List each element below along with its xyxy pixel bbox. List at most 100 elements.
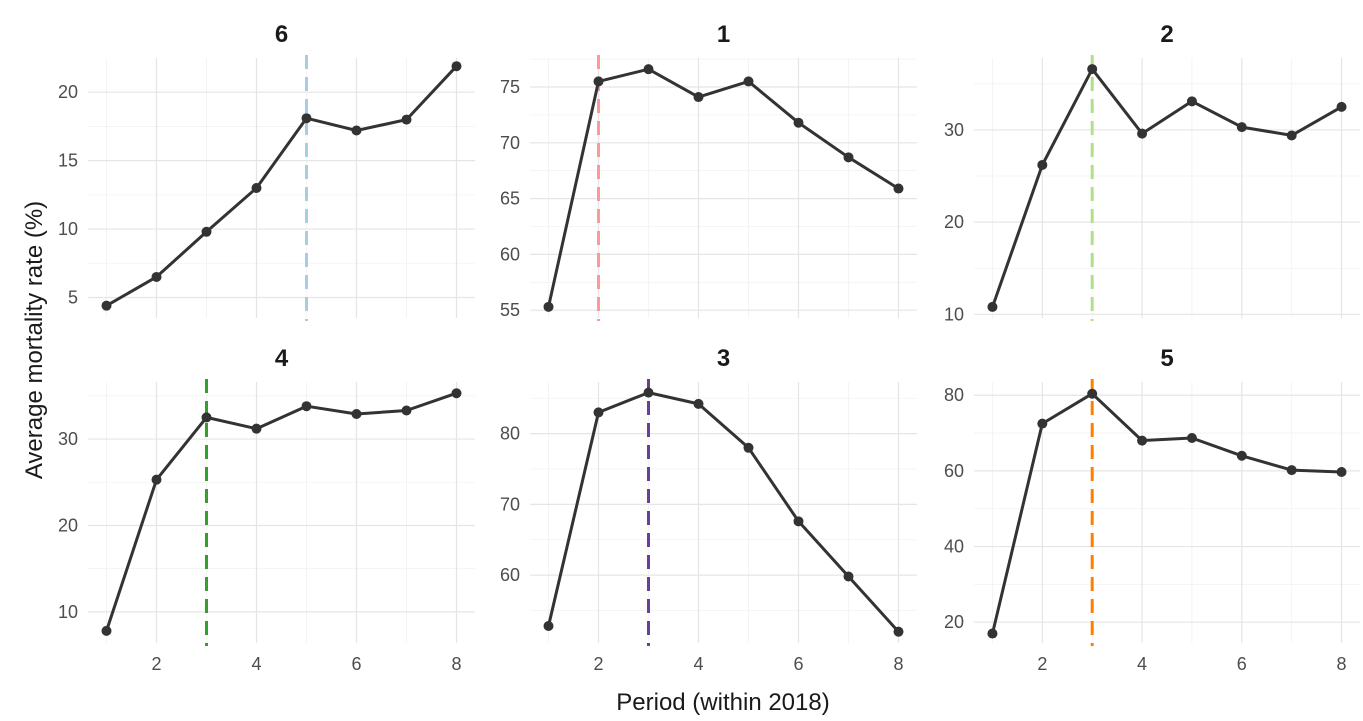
x-tick-label: 6 xyxy=(1237,654,1247,674)
y-tick-label: 70 xyxy=(500,494,520,514)
x-tick-label: 4 xyxy=(693,654,703,674)
facet-title: 6 xyxy=(275,21,288,48)
y-tick-label: 20 xyxy=(58,515,78,535)
y-axis-title: Average mortality rate (%) xyxy=(21,201,48,479)
data-point xyxy=(1087,64,1098,75)
y-tick-label: 60 xyxy=(500,565,520,585)
data-point xyxy=(1236,450,1247,461)
facet-title: 5 xyxy=(1160,345,1173,372)
x-tick-label: 8 xyxy=(1337,654,1347,674)
data-point xyxy=(301,401,312,412)
data-point xyxy=(1186,96,1197,107)
y-tick-label: 55 xyxy=(500,300,520,320)
data-point xyxy=(543,301,554,312)
data-point xyxy=(101,625,112,636)
series-line xyxy=(991,392,1342,634)
data-point xyxy=(251,183,262,193)
x-axis-title: Period (within 2018) xyxy=(616,689,829,716)
data-point xyxy=(401,114,412,125)
data-point xyxy=(893,183,904,194)
data-point xyxy=(593,76,604,87)
facet-title: 4 xyxy=(275,345,289,372)
data-point xyxy=(351,408,362,419)
x-tick-label: 8 xyxy=(451,654,461,674)
data-point xyxy=(1037,418,1048,429)
data-point xyxy=(743,442,754,453)
data-point xyxy=(151,271,162,282)
facet-4: 4 10 20 30 2 4 6 8 xyxy=(58,345,475,674)
y-tick-label: 30 xyxy=(944,120,964,140)
data-point xyxy=(201,412,212,423)
data-point xyxy=(1087,388,1098,399)
y-tick-label: 80 xyxy=(500,424,520,444)
data-point xyxy=(451,388,462,399)
data-point xyxy=(1137,128,1148,139)
data-point xyxy=(251,423,262,434)
x-tick-label: 8 xyxy=(893,654,903,674)
series-line xyxy=(547,67,900,308)
data-point xyxy=(351,125,362,136)
data-point xyxy=(1286,465,1297,476)
data-point xyxy=(643,64,654,75)
series-line xyxy=(547,391,900,633)
y-tick-label: 60 xyxy=(500,244,520,264)
data-point xyxy=(643,387,654,398)
data-point xyxy=(301,113,312,124)
facet-1: 1 55 60 65 70 75 xyxy=(500,21,917,321)
data-point xyxy=(793,516,804,527)
y-tick-label: 5 xyxy=(68,287,78,307)
data-point xyxy=(451,61,462,72)
data-point xyxy=(1336,101,1347,112)
facet-title: 3 xyxy=(717,345,730,372)
data-point xyxy=(593,407,604,418)
y-tick-label: 10 xyxy=(944,304,964,324)
y-tick-label: 60 xyxy=(944,461,964,481)
y-tick-label: 20 xyxy=(944,612,964,632)
y-tick-label: 10 xyxy=(58,602,78,622)
y-tick-label: 75 xyxy=(500,77,520,97)
x-tick-label: 6 xyxy=(793,654,803,674)
y-tick-label: 20 xyxy=(944,212,964,232)
data-point xyxy=(1236,122,1247,133)
series-line xyxy=(991,67,1343,308)
data-point xyxy=(743,76,754,87)
x-tick-label: 4 xyxy=(251,654,261,674)
series-line xyxy=(105,65,458,307)
facet-3: 3 60 70 80 2 4 6 8 xyxy=(500,345,917,674)
facet-2: 2 10 20 30 xyxy=(944,21,1360,324)
data-point xyxy=(693,92,704,103)
facet-title: 1 xyxy=(717,21,730,48)
data-point xyxy=(843,152,854,163)
data-point xyxy=(843,571,854,582)
data-point xyxy=(1286,130,1297,141)
x-tick-label: 6 xyxy=(351,654,361,674)
y-tick-label: 70 xyxy=(500,133,520,153)
data-point xyxy=(1137,435,1148,446)
data-point xyxy=(201,226,212,237)
data-point xyxy=(1186,432,1197,443)
y-tick-label: 65 xyxy=(500,189,520,209)
data-point xyxy=(1037,159,1048,170)
facet-title: 2 xyxy=(1160,21,1173,48)
facet-5: 5 20 40 60 80 2 4 6 8 xyxy=(944,345,1360,674)
series-line xyxy=(105,391,457,632)
y-tick-label: 10 xyxy=(58,219,78,239)
y-tick-label: 30 xyxy=(58,429,78,449)
y-tick-label: 40 xyxy=(944,537,964,557)
x-tick-label: 2 xyxy=(151,654,161,674)
data-point xyxy=(793,117,804,128)
x-tick-label: 2 xyxy=(593,654,603,674)
x-tick-label: 4 xyxy=(1137,654,1147,674)
data-point xyxy=(151,474,162,485)
y-tick-label: 20 xyxy=(58,82,78,102)
data-point xyxy=(401,405,412,416)
x-tick-label: 2 xyxy=(1037,654,1047,674)
y-tick-label: 15 xyxy=(58,151,78,171)
data-point xyxy=(693,398,704,409)
data-point xyxy=(893,626,904,637)
data-point xyxy=(987,628,998,639)
y-tick-label: 80 xyxy=(944,385,964,405)
data-point xyxy=(543,621,554,632)
